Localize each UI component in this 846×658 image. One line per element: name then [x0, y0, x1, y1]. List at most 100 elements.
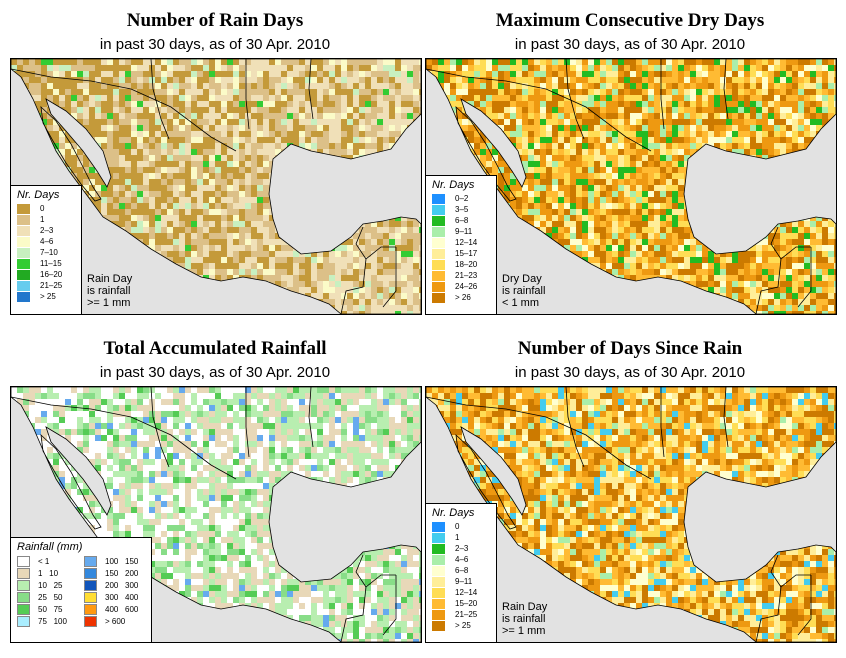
legend-item: 3–5	[426, 204, 496, 215]
legend-label: 75 100	[38, 616, 67, 626]
legend-swatch	[17, 225, 30, 236]
legend: Rainfall (mm) < 1 1 10 10 25 25 50 50 75 75 1…	[11, 537, 152, 642]
legend-label: > 26	[455, 293, 471, 302]
map-days-since-rain: Nr. Days 0 1 2–3 4–6 6–8 9–11 12–14 15–20 21–25 >…	[425, 386, 837, 643]
legend-swatch	[432, 554, 445, 565]
legend-swatch	[432, 587, 445, 598]
legend: Nr. Days 0 1 2–3 4–6 6–8 9–11 12–14 15–20 21–25 >…	[426, 503, 497, 642]
legend-label: 9–11	[455, 227, 473, 236]
legend-swatch	[17, 555, 30, 567]
legend-label: 16–20	[40, 270, 63, 279]
legend-swatch	[17, 247, 30, 258]
legend-swatch	[432, 609, 445, 620]
legend-item: 6–8	[426, 215, 496, 226]
legend-item: 15–17	[426, 248, 496, 259]
legend-swatch	[432, 259, 445, 270]
legend-rows: 0 1 2–3 4–6 7–10 11–15 16–20 21–25 > 25	[11, 203, 81, 302]
definition-note: Rain Day is rainfall >= 1 mm	[502, 601, 547, 637]
legend: Nr. Days 0 1 2–3 4–6 7–10 11–15 16–20 21–25 > 25	[11, 185, 82, 314]
coastline	[11, 387, 421, 642]
legend-item: 1	[426, 532, 496, 543]
panel-title: Total Accumulated Rainfall	[103, 338, 327, 359]
border-line	[308, 387, 314, 448]
legend-label: 200 300	[105, 580, 139, 590]
border-line	[355, 554, 367, 588]
note-line: is rainfall	[87, 285, 131, 297]
border-line	[755, 574, 811, 642]
legend-label: 400 600	[105, 604, 139, 614]
legend-item: 16–20	[11, 269, 81, 280]
gulf-of-california	[460, 426, 527, 516]
legend-item: 21–25	[11, 280, 81, 291]
legend-swatch	[17, 615, 30, 627]
border-line	[797, 247, 812, 308]
legend-label: 21–23	[455, 271, 478, 280]
legend-swatch	[17, 203, 30, 214]
legend-rows: 0 1 2–3 4–6 6–8 9–11 12–14 15–20 21–25 > 25	[426, 521, 496, 631]
legend-swatch	[84, 591, 97, 603]
legend-item: < 1	[17, 555, 84, 567]
gulf-of-california	[460, 98, 527, 188]
legend-item: > 600	[84, 615, 151, 627]
map-total-rainfall: Rainfall (mm) < 1 1 10 10 25 25 50 50 75 75 1…	[10, 386, 422, 643]
map-canvas	[11, 387, 421, 642]
legend-item: 12–14	[426, 237, 496, 248]
legend-item: 6–8	[426, 565, 496, 576]
legend-item: 0–2	[426, 193, 496, 204]
legend-item: 24–26	[426, 281, 496, 292]
legend-title: Rainfall (mm)	[17, 541, 83, 553]
legend-swatch	[17, 258, 30, 269]
legend-label: 15–20	[455, 599, 478, 608]
legend-swatch	[17, 591, 30, 603]
border-line	[723, 59, 729, 120]
legend: Nr. Days 0–2 3–5 6–8 9–11 12–14 15–17 18–20 21–…	[426, 175, 497, 314]
legend-label: 1	[40, 215, 45, 224]
panel-days-since-rain: Number of Days Since Rain in past 30 day…	[425, 328, 837, 643]
legend-title: Nr. Days	[17, 189, 60, 201]
legend-label: 10 25	[38, 580, 63, 590]
legend-item: 11–15	[11, 258, 81, 269]
border-line	[660, 59, 665, 130]
legend-item: 2–3	[426, 543, 496, 554]
legend-item: 9–11	[426, 226, 496, 237]
legend-label: 1 10	[38, 568, 59, 578]
legend-item: 0	[426, 521, 496, 532]
legend-swatch	[432, 193, 445, 204]
legend-label: 50 75	[38, 604, 63, 614]
border-line	[770, 554, 782, 588]
panel-rain-days: Number of Rain Days in past 30 days, as …	[10, 0, 422, 315]
note-line: >= 1 mm	[87, 297, 131, 309]
legend-label: < 1	[38, 556, 50, 566]
legend-title: Nr. Days	[432, 507, 475, 519]
legend-label: 100 150	[105, 556, 139, 566]
border-line	[426, 68, 652, 152]
legend-item: 25 50	[17, 591, 84, 603]
legend-swatch	[84, 579, 97, 591]
gulf-of-california	[45, 426, 112, 516]
legend-label: 21–25	[455, 610, 478, 619]
gulf-of-california	[45, 98, 112, 188]
legend-item: 7–10	[11, 247, 81, 258]
panel-max-dry-days: Maximum Consecutive Dry Days in past 30 …	[425, 0, 837, 315]
border-line	[355, 226, 367, 260]
border-line	[755, 246, 811, 314]
legend-label: 12–14	[455, 238, 478, 247]
legend-item: 0	[11, 203, 81, 214]
legend-label: > 600	[105, 616, 126, 626]
legend-swatch	[432, 226, 445, 237]
border-line	[245, 387, 250, 458]
note-line: is rainfall	[502, 613, 546, 625]
legend-label: 25 50	[38, 592, 63, 602]
note-line: is rainfall	[502, 285, 546, 297]
panel-subtitle: in past 30 days, as of 30 Apr. 2010	[514, 364, 746, 381]
border-line	[770, 226, 782, 260]
legend-label: > 25	[455, 621, 471, 630]
note-line: Rain Day	[87, 273, 133, 285]
legend-item: 9–11	[426, 576, 496, 587]
legend-item: 1	[11, 214, 81, 225]
legend-label: 0	[40, 204, 45, 213]
legend-label: 4–6	[40, 237, 54, 246]
panel-subtitle: in past 30 days, as of 30 Apr. 2010	[514, 36, 746, 53]
legend-item: 10 25	[17, 579, 84, 591]
border-line	[308, 59, 314, 120]
